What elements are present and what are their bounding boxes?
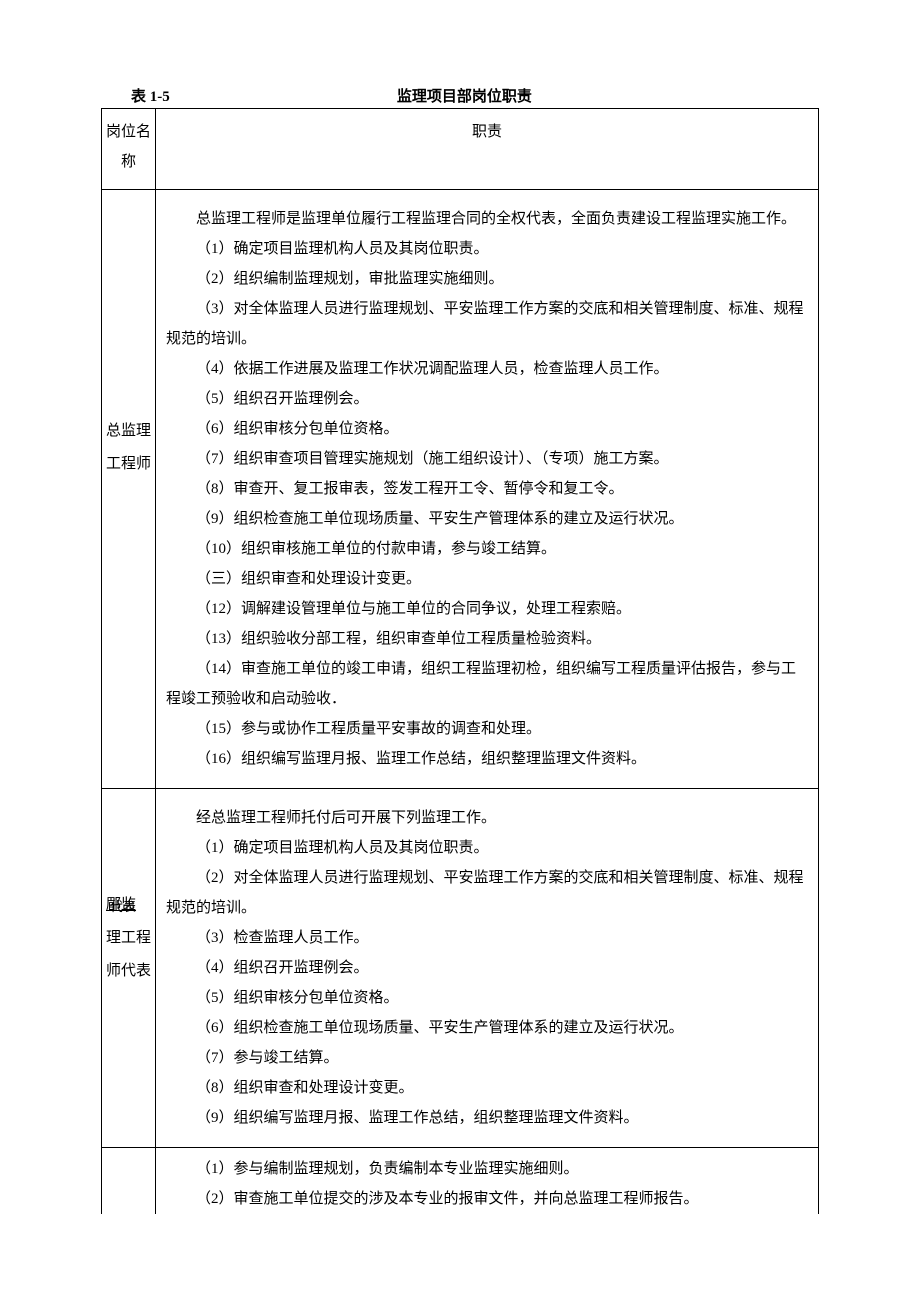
- duty-preamble: 总监理工程师是监理单位履行工程监理合同的全权代表，全面负责建设工程监理实施工作。: [166, 204, 808, 234]
- table-row: 郿监 代表 理工程师代表 经总监理工程师托付后可开展下列监理工作。 （1）确定项…: [102, 789, 819, 1148]
- duty-item: （9）组织检查施工单位现场质量、平安生产管理体系的建立及运行状况。: [166, 504, 808, 534]
- document-page: 表 1-5 监理项目部岗位职责 岗位名称 职责 总监理工程师 总监理工程师是监理…: [0, 0, 920, 1254]
- header-position: 岗位名称: [102, 109, 156, 190]
- duties-table: 岗位名称 职责 总监理工程师 总监理工程师是监理单位履行工程监理合同的全权代表，…: [101, 108, 819, 1214]
- position-name-chief: 总监理工程师: [102, 190, 156, 789]
- duty-item: （14）审查施工单位的竣工申请，组织工程监理初检，组织编写工程质量评估报告，参与…: [166, 654, 808, 714]
- table-title: 监理项目部岗位职责: [110, 85, 819, 106]
- duty-item: （15）参与或协作工程质量平安事故的调查和处理。: [166, 714, 808, 744]
- duty-item: （5）组织召开监理例会。: [166, 384, 808, 414]
- duty-item: （3）对全体监理人员进行监理规划、平安监理工作方案的交底和相关管理制度、标准、规…: [166, 294, 808, 354]
- corrupted-text: 郿监 代表: [106, 898, 136, 913]
- duty-item: （1）参与编制监理规划，负责编制本专业监理实施细则。: [166, 1154, 808, 1184]
- duty-item: （10）组织审核施工单位的付款申请，参与竣工结算。: [166, 534, 808, 564]
- table-header-row: 岗位名称 职责: [102, 109, 819, 190]
- table-row: 总监理工程师 总监理工程师是监理单位履行工程监理合同的全权代表，全面负责建设工程…: [102, 190, 819, 789]
- header-duties: 职责: [156, 109, 819, 190]
- duty-item: （13）组织验收分部工程，组织审查单位工程质量检验资料。: [166, 624, 808, 654]
- duty-item: （16）组织编写监理月报、监理工作总结，组织整理监理文件资料。: [166, 744, 808, 774]
- duty-item: （5）组织审核分包单位资格。: [166, 983, 808, 1013]
- duty-item: （三）组织审查和处理设计变更。: [166, 564, 808, 594]
- duties-specialist: （1）参与编制监理规划，负责编制本专业监理实施细则。 （2）审查施工单位提交的涉…: [156, 1148, 819, 1215]
- duty-item: （8）审查开、复工报审表，签发工程开工令、暂停令和复工令。: [166, 474, 808, 504]
- duty-item: （3）检查监理人员工作。: [166, 923, 808, 953]
- duty-item: （7）组织审查项目管理实施规划（施工组织设计）、（专项）施工方案。: [166, 444, 808, 474]
- duty-item: （2）组织编制监理规划，审批监理实施细则。: [166, 264, 808, 294]
- duty-preamble: 经总监理工程师托付后可开展下列监理工作。: [166, 803, 808, 833]
- duty-item: （9）组织编写监理月报、监理工作总结，组织整理监理文件资料。: [166, 1103, 808, 1133]
- duty-item: （8）组织审查和处理设计变更。: [166, 1073, 808, 1103]
- table-row: （1）参与编制监理规划，负责编制本专业监理实施细则。 （2）审查施工单位提交的涉…: [102, 1148, 819, 1215]
- duty-item: （1）确定项目监理机构人员及其岗位职责。: [166, 234, 808, 264]
- duty-item: （7）参与竣工结算。: [166, 1043, 808, 1073]
- duty-item: （6）组织审核分包单位资格。: [166, 414, 808, 444]
- duties-deputy: 经总监理工程师托付后可开展下列监理工作。 （1）确定项目监理机构人员及其岗位职责…: [156, 789, 819, 1148]
- table-header-line: 表 1-5 监理项目部岗位职责: [101, 85, 819, 106]
- duty-item: （2）审查施工单位提交的涉及本专业的报审文件，并向总监理工程师报告。: [166, 1184, 808, 1214]
- duty-item: （2）对全体监理人员进行监理规划、平安监理工作方案的交底和相关管理制度、标准、规…: [166, 863, 808, 923]
- duty-item: （1）确定项目监理机构人员及其岗位职责。: [166, 833, 808, 863]
- duty-item: （6）组织检查施工单位现场质量、平安生产管理体系的建立及运行状况。: [166, 1013, 808, 1043]
- position-name-deputy: 郿监 代表 理工程师代表: [102, 789, 156, 1148]
- duties-chief: 总监理工程师是监理单位履行工程监理合同的全权代表，全面负责建设工程监理实施工作。…: [156, 190, 819, 789]
- duty-item: （12）调解建设管理单位与施工单位的合同争议，处理工程索赔。: [166, 594, 808, 624]
- position-name-specialist: [102, 1148, 156, 1215]
- duty-item: （4）依据工作进展及监理工作状况调配监理人员，检查监理人员工作。: [166, 354, 808, 384]
- duty-item: （4）组织召开监理例会。: [166, 953, 808, 983]
